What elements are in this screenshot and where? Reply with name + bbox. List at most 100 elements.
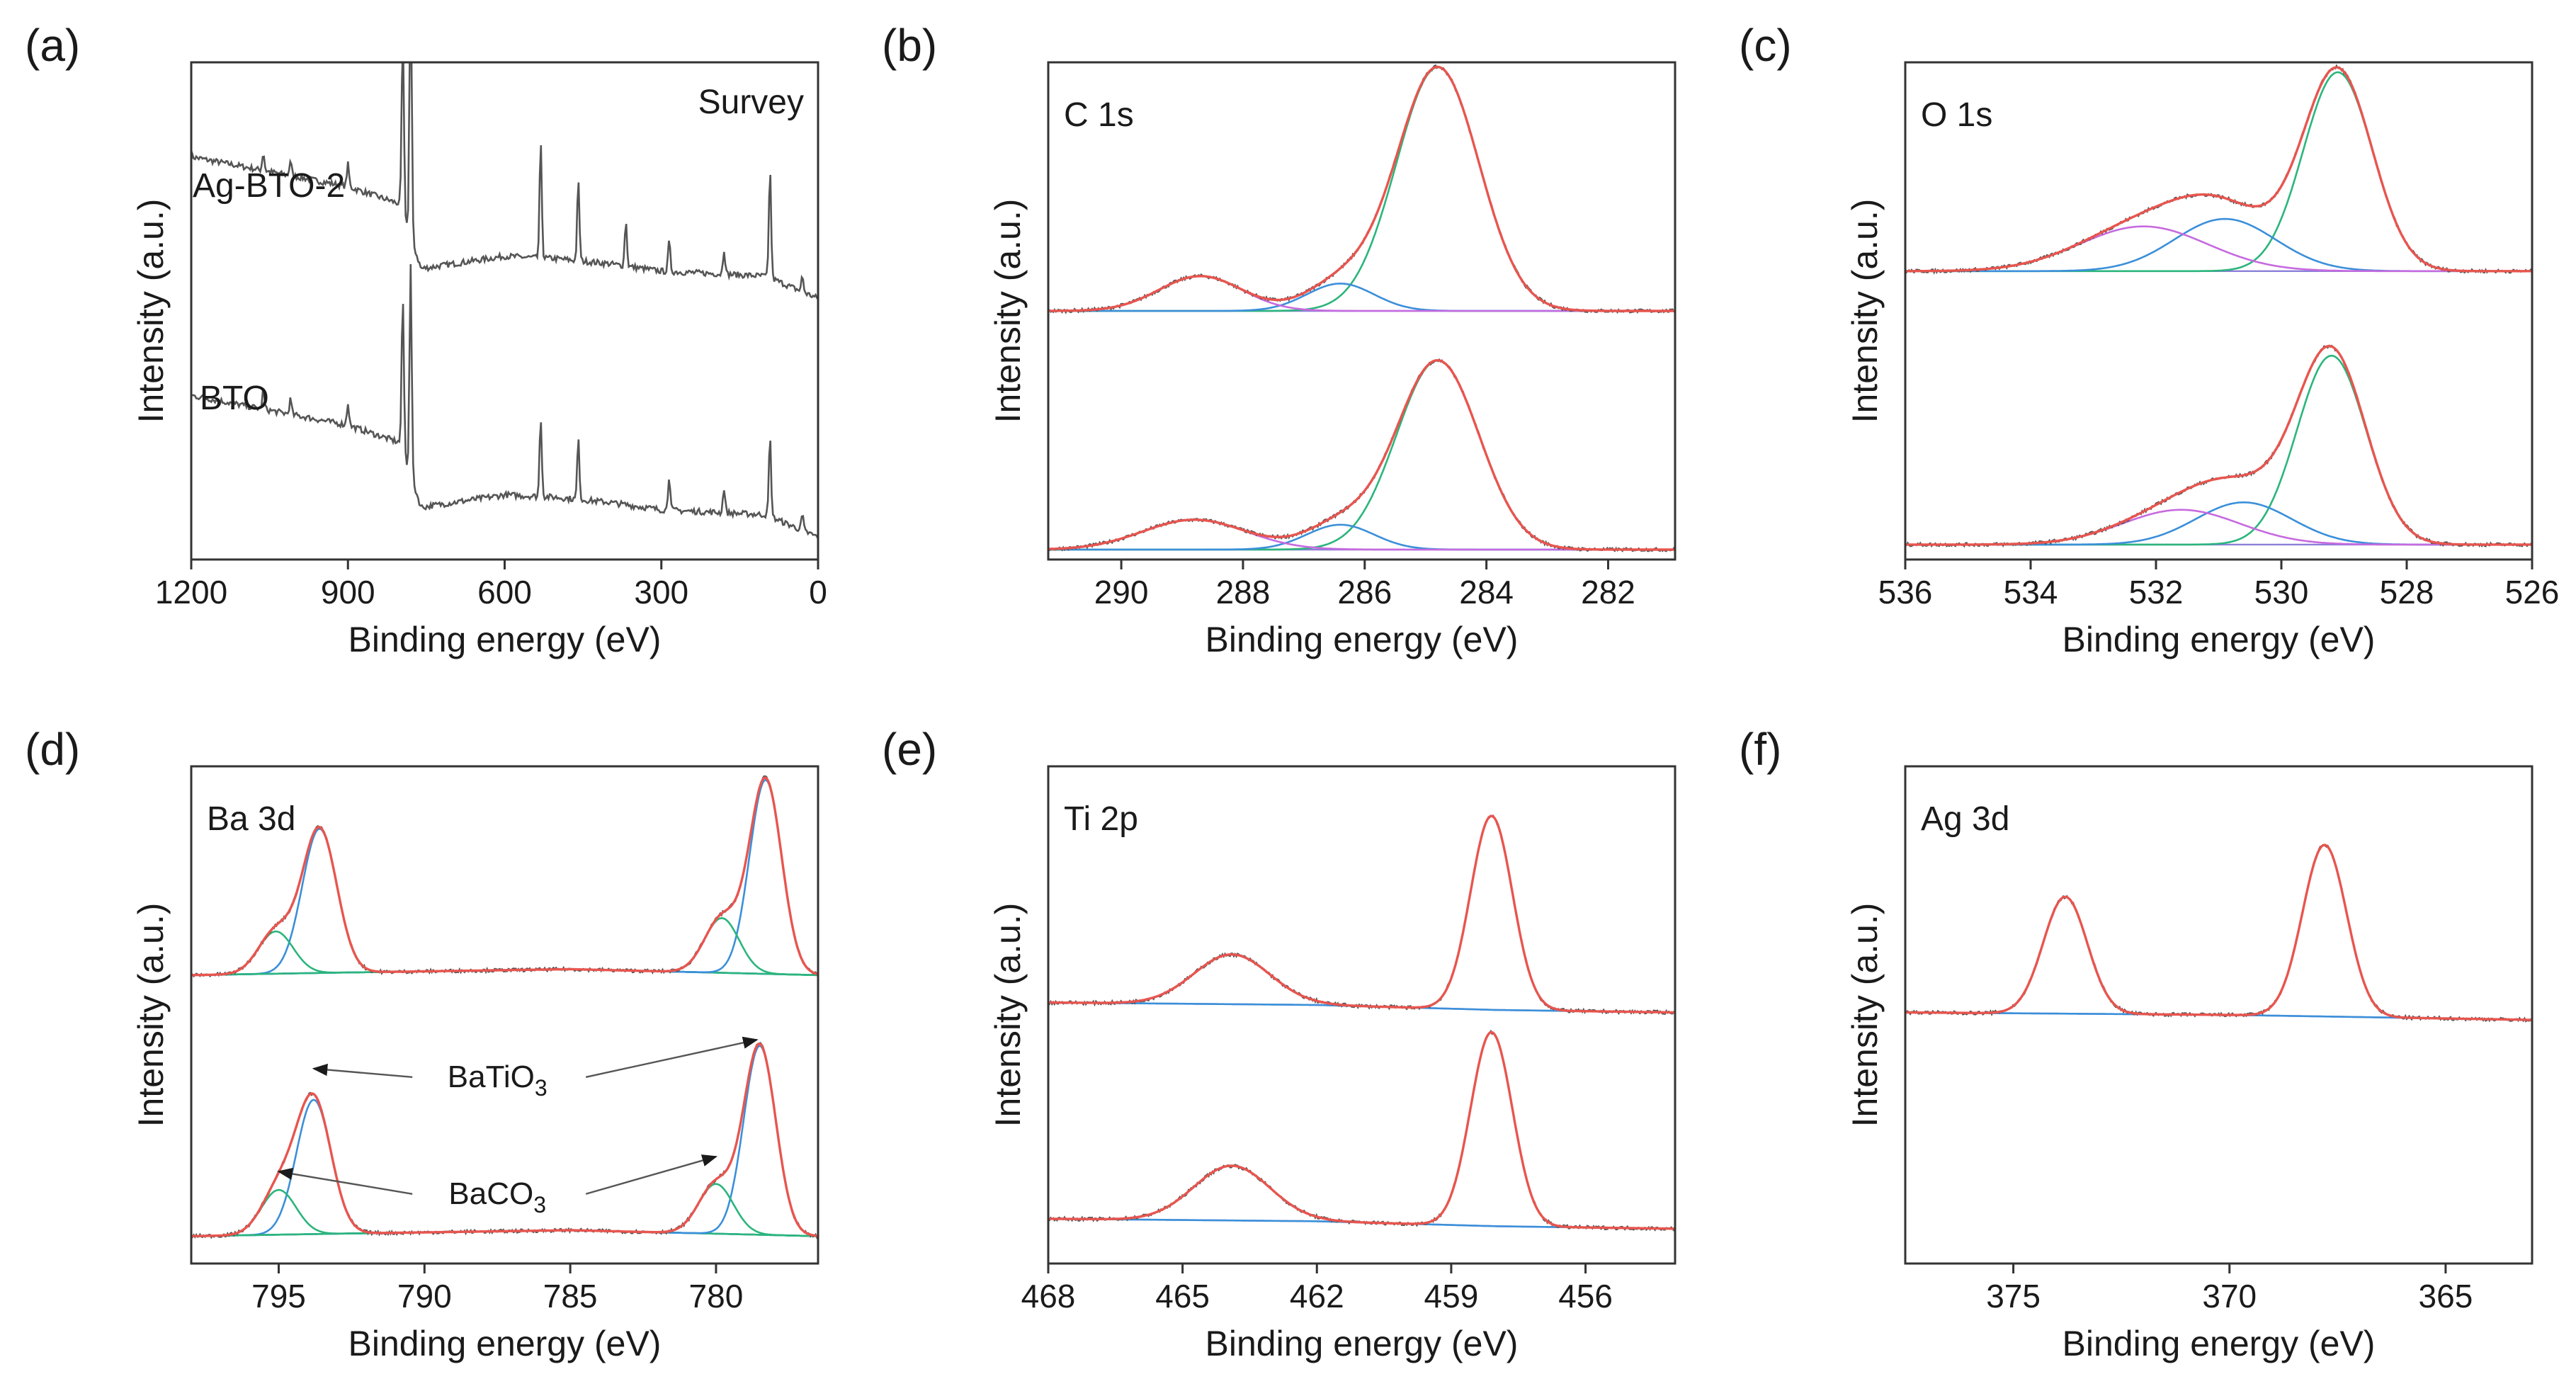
- x-tick-label: 456: [1558, 1278, 1613, 1315]
- x-tick-label: 528: [2380, 574, 2434, 611]
- raw-data-line: [1048, 1029, 1675, 1232]
- component-peak-531.6: [1905, 509, 2532, 546]
- plot-area: [1905, 64, 2532, 548]
- plot-frame: [190, 61, 819, 561]
- x-tick-label: 370: [2202, 1278, 2257, 1315]
- x-tick-label: 300: [634, 574, 688, 611]
- plot-frame: [1047, 61, 1676, 561]
- y-axis-title: Intensity (a.u.): [988, 903, 1028, 1128]
- envelope-fit-line: [1048, 1031, 1675, 1230]
- x-axis-title: Binding energy (eV): [348, 1324, 662, 1363]
- annotation-text: BaCO: [448, 1176, 533, 1211]
- plot-area: [1048, 814, 1675, 1232]
- component-peak-373.8: [1905, 896, 2532, 1021]
- panel-title: Ti 2p: [1064, 800, 1138, 838]
- panel-title: Ba 3d: [207, 800, 295, 838]
- x-axis-title: Binding energy (eV): [2062, 1324, 2376, 1363]
- x-tick-label: 900: [321, 574, 375, 611]
- panel-d: 795 790 785 780 Binding energy (eV) Intensity…: [25, 724, 819, 1363]
- x-tick-label: 459: [1424, 1278, 1479, 1315]
- x-tick-label: 785: [543, 1278, 598, 1315]
- annotation-label: BaCO3: [448, 1176, 546, 1217]
- component-peak-284.8: [1048, 66, 1675, 312]
- plot-frame: [1047, 765, 1676, 1265]
- panel-c: 536 534 532 530 528 526 Binding energy (eV) Int…: [1739, 20, 2559, 659]
- x-axis-title: Binding energy (eV): [1205, 1324, 1519, 1363]
- envelope-fit-line: [1905, 844, 2532, 1021]
- x-tick-label: 465: [1155, 1278, 1210, 1315]
- raw-data-line: [1048, 358, 1675, 552]
- annotation-arrow: [585, 1154, 718, 1195]
- plot-area: [1048, 64, 1675, 552]
- component-peak-793.6: [191, 827, 818, 977]
- x-tick-label: 365: [2419, 1278, 2473, 1315]
- component-peak-458.1: [1048, 1031, 1675, 1230]
- panel-title: C 1s: [1064, 96, 1134, 134]
- annotation-arrow: [585, 1036, 759, 1078]
- annotation-subscript: 3: [535, 1075, 547, 1101]
- y-axis-title: Intensity (a.u.): [131, 199, 171, 424]
- panel-label: (d): [25, 724, 80, 775]
- envelope-fit-line: [1905, 344, 2532, 546]
- x-tick-label: 286: [1337, 574, 1392, 611]
- x-tick-label: 534: [2004, 574, 2058, 611]
- x-tick-label: 462: [1290, 1278, 1344, 1315]
- x-tick-label: 536: [1878, 574, 1933, 611]
- y-axis-title: Intensity (a.u.): [1845, 199, 1885, 424]
- panel-label: (c): [1739, 20, 1792, 71]
- envelope-fit-line: [1905, 66, 2532, 273]
- panel-label: (f): [1739, 724, 1781, 775]
- annotation-arrow: [277, 1167, 413, 1195]
- panel-title: Survey: [698, 84, 804, 121]
- panel-label: (a): [25, 20, 80, 71]
- component-peak-288.7: [1048, 275, 1675, 312]
- panel-e: 468 465 462 459 456 Binding energy (eV) Intens…: [882, 724, 1676, 1363]
- envelope-fit-line: [1048, 359, 1675, 551]
- x-tick-label: 282: [1581, 574, 1635, 611]
- envelope-fit-line: [191, 1042, 818, 1238]
- x-tick-label: 600: [477, 574, 532, 611]
- raw-data-line: [1048, 814, 1675, 1016]
- raw-data-line: [1048, 64, 1675, 314]
- y-axis-title: Intensity (a.u.): [988, 199, 1028, 424]
- panel-b: 290 288 286 284 282 Binding energy (eV) Intens…: [882, 20, 1676, 659]
- panel-title: O 1s: [1921, 96, 1992, 134]
- x-axis-title: Binding energy (eV): [1205, 620, 1519, 659]
- component-peak-286.4: [1048, 523, 1675, 551]
- component-peak-458.1: [1048, 814, 1675, 1014]
- x-tick-label: 290: [1094, 574, 1149, 611]
- panel-label: (e): [882, 724, 937, 775]
- x-tick-label: 375: [1986, 1278, 2041, 1315]
- x-tick-label: 1200: [155, 574, 227, 611]
- plot-frame: [1904, 765, 2534, 1265]
- x-tick-label: 795: [251, 1278, 306, 1315]
- series-label-bto: BTO: [200, 380, 269, 417]
- x-tick-label: 288: [1216, 574, 1271, 611]
- x-tick-label: 526: [2505, 574, 2560, 611]
- component-peak-530.9: [1905, 217, 2532, 273]
- component-peak-532.2: [1905, 225, 2532, 273]
- component-peak-284.8: [1048, 359, 1675, 551]
- annotation-text: BaTiO: [448, 1060, 535, 1094]
- component-peak-288.8: [1048, 518, 1675, 551]
- series-label-ag-bto-2: Ag-BTO-2: [193, 167, 345, 205]
- x-axis-title: Binding energy (eV): [348, 620, 662, 659]
- annotation-label: BaTiO3: [448, 1060, 547, 1101]
- component-peak-529.1: [1905, 71, 2532, 273]
- component-peak-367.8: [1905, 844, 2532, 1021]
- y-axis-title: Intensity (a.u.): [1845, 903, 1885, 1128]
- plot-frame: [190, 765, 819, 1265]
- plot-area: [191, 62, 818, 540]
- y-axis-title: Intensity (a.u.): [131, 903, 171, 1128]
- annotation-subscript: 3: [533, 1192, 546, 1217]
- plot-area: [191, 775, 818, 1239]
- survey-line-Ag-BTO-2: [191, 62, 818, 300]
- x-tick-label: 468: [1021, 1278, 1076, 1315]
- x-tick-label: 790: [397, 1278, 452, 1315]
- panel-f: 375 370 365 Binding energy (eV) Intensity (a…: [1739, 724, 2534, 1363]
- envelope-fit-line: [191, 776, 818, 977]
- panel-a: 1200 900 600 300 0 Binding energy (eV) Intensi…: [25, 20, 827, 659]
- envelope-fit-line: [1048, 814, 1675, 1014]
- plot-area: [1905, 844, 2532, 1023]
